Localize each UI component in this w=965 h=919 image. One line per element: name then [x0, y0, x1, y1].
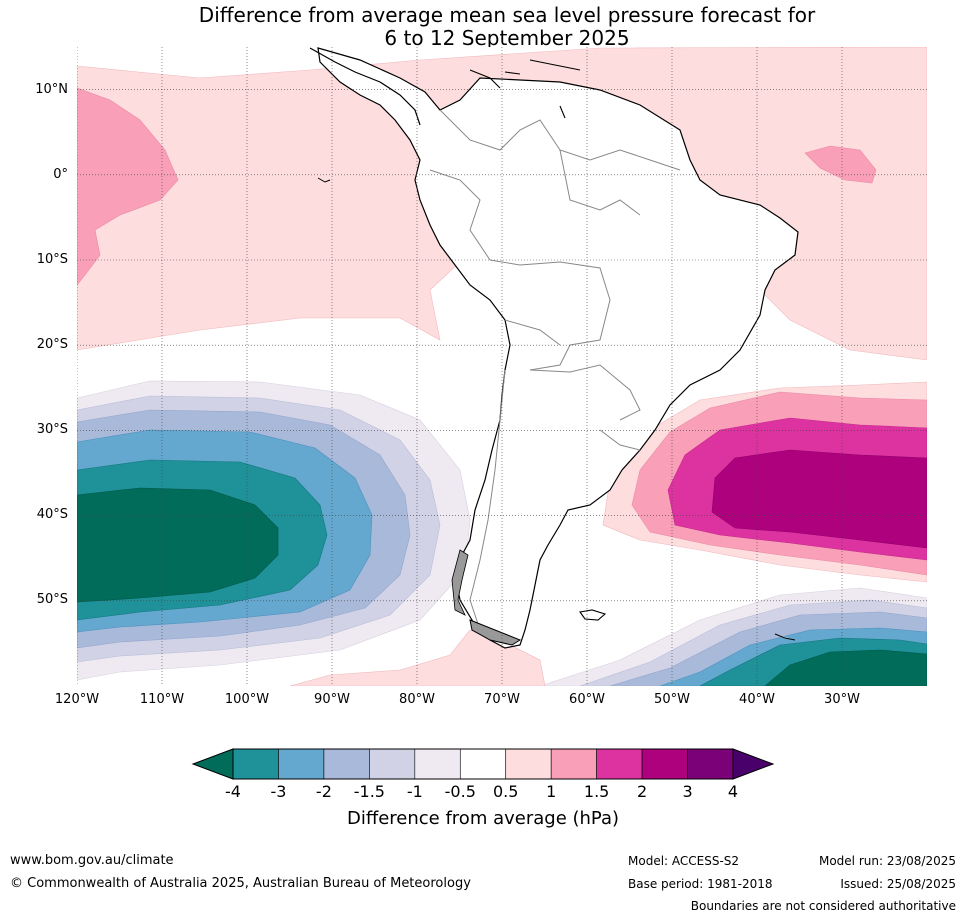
- colorbar-tick-label: -0.5: [444, 782, 476, 801]
- lon-label-110w: 110°W: [139, 692, 185, 707]
- colorbar-segment: [414, 748, 461, 780]
- colorbar-segment: [323, 748, 370, 780]
- chilean-archipelago: [451, 549, 469, 616]
- footer-base-period: Base period: 1981-2018: [628, 877, 773, 891]
- central-america-coast: [309, 47, 421, 126]
- colorbar-tick-label: 3: [682, 782, 693, 801]
- title-line-2: 6 to 12 September 2025: [384, 26, 630, 50]
- graticule: [77, 47, 927, 686]
- footer-issued: Issued: 25/08/2025: [840, 877, 956, 891]
- colorbar-tick-label: -4: [225, 782, 241, 801]
- colorbar-tick-label: -3: [270, 782, 287, 801]
- lat-label-40s: 40°S: [36, 507, 68, 522]
- lon-label-90w: 90°W: [314, 692, 350, 707]
- colorbar-segments: [232, 748, 734, 780]
- colorbar-segment: [641, 748, 688, 780]
- lat-label-10s: 10°S: [36, 252, 68, 267]
- colorbar-under-arrow: [191, 748, 234, 780]
- caribbean-islands: [469, 59, 581, 119]
- galapagos-islands: [317, 177, 331, 183]
- colorbar-tick-label: 2: [636, 782, 648, 801]
- colorbar-tick-label: 1.5: [583, 782, 610, 801]
- footer-disclaimer: Boundaries are not considered authoritat…: [690, 899, 956, 913]
- lon-label-70w: 70°W: [484, 692, 520, 707]
- colorbar-tick-label: 4: [727, 782, 739, 801]
- colorbar-tick-label: 0.5: [492, 782, 519, 801]
- map-title: Difference from average mean sea level p…: [0, 4, 965, 50]
- colorbar-tick-label: -2: [315, 782, 332, 801]
- colorbar-frame: [232, 748, 734, 780]
- footer-model: Model: ACCESS-S2: [628, 854, 740, 868]
- footer-model-run: Model run: 23/08/2025: [818, 854, 956, 868]
- country-borders: [429, 109, 681, 631]
- colorbar: [191, 748, 775, 780]
- colorbar-segment: [505, 748, 552, 780]
- colorbar-over-arrow: [732, 748, 775, 780]
- positive-anomaly-atlantic: [804, 145, 877, 184]
- lon-label-100w: 100°W: [224, 692, 270, 707]
- colorbar-segment: [278, 748, 325, 780]
- colorbar-segment: [459, 748, 507, 780]
- lon-label-50w: 50°W: [654, 692, 690, 707]
- south-georgia: [774, 633, 796, 641]
- south-america-landmass: [317, 47, 799, 649]
- colorbar-segment: [687, 748, 734, 780]
- title-line-1: Difference from average mean sea level p…: [198, 3, 816, 27]
- colorbar-tick-label: 1: [546, 782, 557, 801]
- lat-label-equator: 0°: [53, 167, 68, 182]
- map-plot-area: [77, 47, 927, 686]
- lat-label-20s: 20°S: [36, 337, 68, 352]
- positive-anomaly-west: [77, 87, 179, 286]
- lon-label-40w: 40°W: [739, 692, 775, 707]
- tierra-del-fuego: [469, 619, 522, 646]
- lat-label-30s: 30°S: [36, 422, 68, 437]
- colorbar-tick-label: -1: [406, 782, 423, 801]
- lon-label-120w: 120°W: [54, 692, 100, 707]
- colorbar-tick-label: -1.5: [353, 782, 385, 801]
- lat-label-50s: 50°S: [36, 592, 68, 607]
- colorbar-segment: [369, 748, 416, 780]
- footer-copyright: © Commonwealth of Australia 2025, Austra…: [10, 876, 471, 891]
- colorbar-segment: [232, 748, 279, 780]
- pressure-anomaly-map: [77, 47, 927, 686]
- footer-website[interactable]: www.bom.gov.au/climate: [10, 853, 174, 868]
- colorbar-segment: [550, 748, 597, 780]
- positive-anomaly-se-core: [711, 449, 927, 549]
- lon-label-30w: 30°W: [824, 692, 860, 707]
- negative-anomaly-se-core: [764, 649, 927, 686]
- colorbar-label: Difference from average (hPa): [346, 808, 620, 829]
- lon-label-80w: 80°W: [399, 692, 435, 707]
- colorbar-segment: [596, 748, 643, 780]
- lat-label-10n: 10°N: [35, 82, 68, 97]
- negative-anomaly-core: [77, 487, 279, 603]
- lon-label-60w: 60°W: [569, 692, 605, 707]
- falkland-islands: [579, 609, 607, 621]
- positive-anomaly-south: [289, 629, 546, 686]
